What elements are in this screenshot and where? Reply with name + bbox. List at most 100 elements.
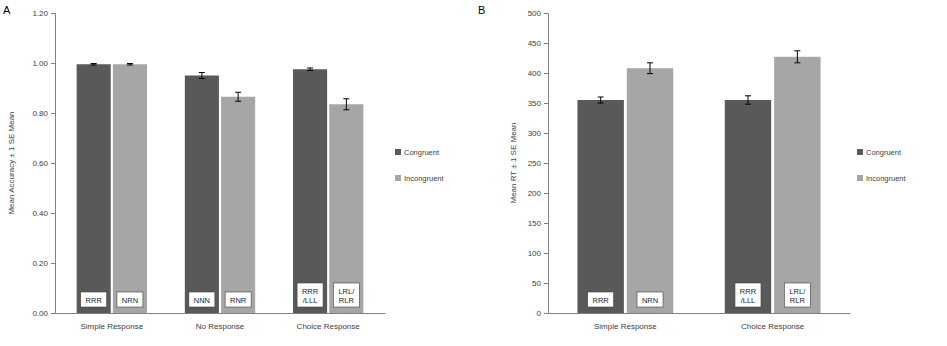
tick-label: 100 xyxy=(528,249,542,258)
tick: 300 xyxy=(528,129,548,138)
label-box xyxy=(297,283,323,307)
error-bar xyxy=(91,64,97,66)
tick: 100 xyxy=(528,249,548,258)
tick-label: 400 xyxy=(528,69,542,78)
tick: 0.60 xyxy=(32,159,55,168)
tick-mark xyxy=(544,163,548,164)
tick-mark xyxy=(544,193,548,194)
x-axis: Simple ResponseNo ResponseChoice Respons… xyxy=(56,314,386,331)
tick: 0.40 xyxy=(32,209,55,218)
tick-mark xyxy=(51,163,55,164)
tick: 450 xyxy=(528,39,548,48)
tick-mark xyxy=(544,133,548,134)
bar-labels: RRR RRR/LLL NRN LRL/RLR xyxy=(588,283,811,307)
tick: No Response xyxy=(196,322,245,331)
tick-label: 0 xyxy=(537,309,542,318)
bar-label: RRR/LLL xyxy=(740,287,757,305)
axis-line xyxy=(51,14,56,314)
legend-swatch xyxy=(395,175,401,181)
legend-label: Congruent xyxy=(404,148,440,157)
bar xyxy=(185,76,219,314)
tick: 50 xyxy=(532,279,548,288)
error-bar xyxy=(199,73,205,79)
legend-swatch xyxy=(857,149,863,155)
panel-title: B xyxy=(478,4,485,16)
error-bar xyxy=(598,97,604,103)
bar-label: NNN xyxy=(194,296,210,305)
bar-label: RRR xyxy=(593,296,610,305)
error-bar xyxy=(127,64,133,66)
tick-mark xyxy=(51,63,55,64)
y-axis: 0.00 0.20 0.40 0.60 0.80 1.00 1.20 xyxy=(32,9,55,318)
bar-label: RRR xyxy=(86,296,103,305)
tick-mark xyxy=(51,13,55,14)
tick-mark xyxy=(544,253,548,254)
label-box xyxy=(189,292,215,307)
tick: 1.20 xyxy=(32,9,55,18)
bar xyxy=(293,69,327,313)
bar xyxy=(113,64,147,313)
tick-mark xyxy=(544,223,548,224)
x-axis: Simple ResponseChoice Response xyxy=(549,314,851,331)
plot-area xyxy=(577,51,820,313)
error-bar xyxy=(794,51,800,63)
tick-label: 150 xyxy=(528,219,542,228)
tick-label: 0.40 xyxy=(32,209,48,218)
label-box xyxy=(117,292,143,307)
legend-label: Congruent xyxy=(866,148,902,157)
bar-labels: RRRNNNRRR/LLLNRNRNRLRL/RLR xyxy=(81,283,360,307)
tick-label: Choice Response xyxy=(297,322,361,331)
label-box xyxy=(588,292,614,307)
tick: 200 xyxy=(528,189,548,198)
y-axis-title: Mean Accuracy ± 1 SE Mean xyxy=(7,111,16,214)
tick-mark xyxy=(544,103,548,104)
tick-label: 450 xyxy=(528,39,542,48)
tick-mark xyxy=(544,73,548,74)
error-bar xyxy=(343,99,349,110)
tick: Choice Response xyxy=(741,322,805,331)
axis-line xyxy=(544,14,549,314)
error-bar xyxy=(307,68,313,71)
tick: 0 xyxy=(537,309,548,318)
label-box xyxy=(81,292,107,307)
tick: 500 xyxy=(528,9,548,18)
panel-title: A xyxy=(3,4,11,16)
legend-label: Incongruent xyxy=(404,174,445,183)
legend: Congruent Incongruent xyxy=(857,148,907,183)
tick-label: 1.00 xyxy=(32,59,48,68)
bar-label: LRL/RLR xyxy=(789,287,806,305)
tick-label: 350 xyxy=(528,99,542,108)
tick-mark xyxy=(51,263,55,264)
bar-label: NRN xyxy=(642,296,658,305)
tick: 250 xyxy=(528,159,548,168)
error-bar xyxy=(647,63,653,74)
tick: 1.00 xyxy=(32,59,55,68)
legend-label: Incongruent xyxy=(866,174,907,183)
legend: Congruent Incongruent xyxy=(395,148,445,183)
bar xyxy=(577,100,623,313)
tick-label: 0.00 xyxy=(32,309,48,318)
tick: 0.00 xyxy=(32,309,55,318)
tick: 150 xyxy=(528,219,548,228)
tick: 0.20 xyxy=(32,259,55,268)
tick: 0.80 xyxy=(32,109,55,118)
bar-label: LRL/RLR xyxy=(338,287,355,305)
chart-panel: 0 50 100 150 200 250 300 350 400 450 500 Simple Res… xyxy=(478,4,907,331)
tick: 350 xyxy=(528,99,548,108)
label-box xyxy=(637,292,663,307)
plot-area xyxy=(77,64,364,314)
axis-line xyxy=(549,313,851,314)
label-box xyxy=(225,292,251,307)
tick-label: 500 xyxy=(528,9,542,18)
bar xyxy=(627,68,673,313)
tick-mark xyxy=(51,213,55,214)
tick-label: Choice Response xyxy=(741,322,805,331)
bar-label: RNR xyxy=(230,296,247,305)
tick-label: 0.60 xyxy=(32,159,48,168)
tick-label: 200 xyxy=(528,189,542,198)
tick-mark xyxy=(51,113,55,114)
bar xyxy=(725,100,771,313)
bar xyxy=(329,104,363,313)
tick: Choice Response xyxy=(297,322,361,331)
tick-mark xyxy=(544,313,548,314)
